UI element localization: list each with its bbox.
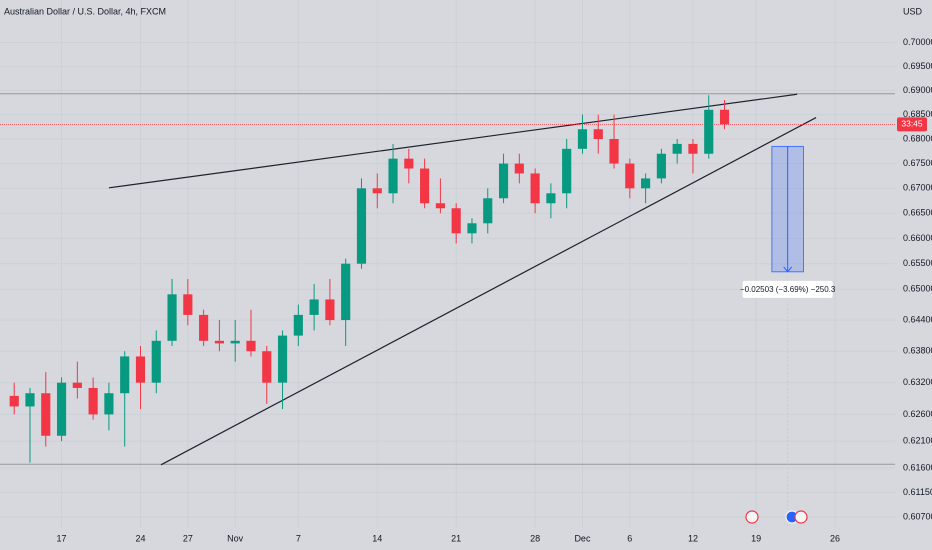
candles (9, 95, 730, 463)
x-tick-label: 26 (830, 533, 840, 543)
candle-body (293, 314, 303, 336)
candle-body (246, 340, 256, 352)
candle-body (325, 299, 335, 321)
candle-body (199, 314, 209, 341)
x-tick-label: Nov (227, 533, 244, 543)
candle-body (514, 163, 524, 174)
y-tick-label: 0.60700 (903, 511, 932, 521)
x-tick-label: 17 (57, 533, 67, 543)
candle-body (388, 158, 398, 194)
candle-body (546, 193, 556, 204)
candle-body (688, 143, 698, 154)
candle-body (277, 335, 288, 383)
event-icon[interactable] (745, 510, 759, 524)
candle-body (120, 356, 130, 394)
candle-body (72, 382, 82, 388)
candle-body (404, 158, 414, 169)
candle-body (719, 109, 730, 125)
candle-body (25, 393, 35, 407)
candle-body (9, 395, 19, 407)
candle-body (704, 109, 714, 154)
candle-body (151, 340, 161, 383)
candle-body (183, 294, 193, 315)
candle-body (135, 356, 146, 383)
candle-body (609, 139, 619, 164)
candle-body (230, 340, 240, 344)
candle-body (530, 173, 540, 204)
x-tick-label: 7 (296, 533, 301, 543)
x-tick-label: 19 (751, 533, 761, 543)
measure-label-box (742, 280, 833, 298)
candle-body (467, 223, 477, 234)
candle-body (577, 129, 588, 149)
currency-label: USD (903, 6, 923, 16)
candle-body (420, 168, 430, 204)
candle-body (167, 294, 177, 341)
x-tick-label: Dec (574, 533, 591, 543)
y-tick-label: 0.61150 (903, 487, 932, 497)
candle-body (641, 178, 651, 189)
candle-body (356, 188, 367, 264)
candle-body (451, 208, 461, 234)
candle-body (483, 198, 493, 224)
candle-body (214, 340, 224, 344)
x-tick-label: 21 (451, 533, 461, 543)
x-tick-label: 24 (135, 533, 145, 543)
drawings: −0.02503 (−3.69%) −250.3 (0, 93, 895, 528)
candle-body (625, 163, 635, 189)
candle-body (372, 188, 382, 194)
trendline (160, 117, 817, 466)
candle-body (498, 163, 509, 199)
x-tick-label: 12 (688, 533, 698, 543)
event-icons (745, 510, 808, 524)
candle-body (656, 153, 666, 179)
trendline (108, 93, 798, 189)
candle-body (341, 263, 351, 321)
candle-body (262, 351, 272, 383)
candle-body (593, 129, 603, 140)
candle-body (104, 393, 114, 415)
x-tick-label: 28 (530, 533, 540, 543)
x-tick-label: 27 (183, 533, 193, 543)
candle-body (309, 299, 319, 315)
x-tick-label: 14 (372, 533, 382, 543)
countdown-label: 33:45 (901, 119, 923, 129)
measure-label: −0.02503 (−3.69%) −250.3 (740, 285, 836, 294)
candle-body (41, 393, 51, 436)
candle-body (435, 203, 445, 209)
measure-arrow-head (783, 266, 793, 273)
candle-body (56, 382, 67, 436)
candle-body (88, 387, 98, 415)
chart-title: Australian Dollar / U.S. Dollar, 4h, FXC… (4, 6, 166, 16)
countdown-box (897, 117, 927, 132)
event-icon[interactable] (794, 510, 808, 524)
candle-body (672, 143, 682, 154)
grid (0, 0, 895, 528)
candle-body (562, 148, 572, 194)
x-tick-label: 6 (627, 533, 632, 543)
